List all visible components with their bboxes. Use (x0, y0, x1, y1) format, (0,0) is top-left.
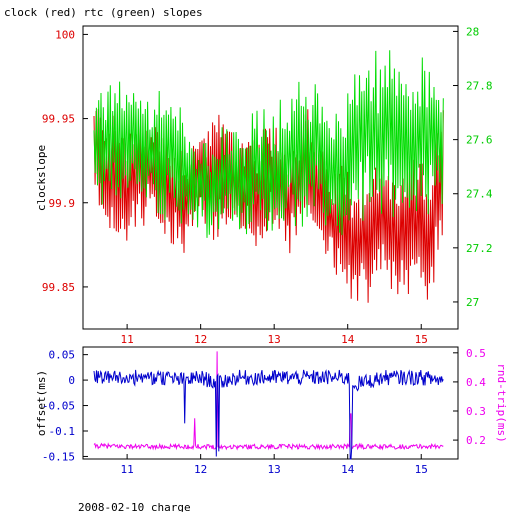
top-right-y-axis: 27 27.2 27.4 27.6 27.8 28 (453, 25, 493, 309)
bottom-y-tick-label: 0 (68, 374, 75, 387)
top-y-tick-label: 99.85 (42, 281, 75, 294)
rnd-trip-series-line (93, 351, 444, 451)
top-y-tick-label: 100 (55, 28, 75, 41)
top-y-tick-label: 99.95 (42, 113, 75, 126)
bottom-x-tick-label: 12 (194, 463, 207, 476)
bottom-y-tick-label: -0.1 (49, 425, 76, 438)
top-y-tick-label: 99.9 (49, 197, 76, 210)
top-y2-tick-label: 28 (466, 25, 479, 38)
rtc-line (93, 50, 444, 238)
bottom-right-y-axis: 0.2 0.3 0.4 0.5 (453, 347, 486, 447)
bottom-x-tick-label: 13 (268, 463, 281, 476)
top-x-tick-label: 14 (341, 333, 355, 346)
top-y2-tick-label: 27 (466, 296, 479, 309)
bottom-x-tick-label: 14 (341, 463, 355, 476)
rnd-trip-line (93, 351, 444, 451)
bottom-x-tick-label: 15 (415, 463, 428, 476)
top-x-axis: 11 12 13 14 15 (120, 324, 428, 346)
rtc-series-line (93, 50, 444, 238)
offset-series-line (93, 369, 444, 460)
top-x-tick-label: 11 (120, 333, 133, 346)
bottom-y-tick-label: -0.05 (42, 400, 75, 413)
bottom-y2-tick-label: 0.3 (466, 405, 486, 418)
bottom-y2-axis-label: rnd-trip(ms) (495, 363, 508, 442)
bottom-y-tick-label: 0.05 (49, 349, 76, 362)
bottom-y2-tick-label: 0.2 (466, 434, 486, 447)
top-x-tick-label: 13 (268, 333, 281, 346)
top-y-axis-label: clockslope (35, 145, 48, 211)
offset-line (93, 369, 444, 460)
top-plot-frame (82, 25, 459, 330)
x-axis-caption: 2008-02-10 charge (78, 501, 191, 512)
bottom-y2-tick-label: 0.4 (466, 376, 486, 389)
top-y2-tick-label: 27.8 (466, 80, 493, 93)
bottom-y-axis-label: offset(ms) (35, 370, 48, 436)
bottom-x-axis: 11 12 13 14 15 (120, 454, 428, 476)
top-y2-tick-label: 27.6 (466, 134, 493, 147)
bottom-plot-frame (82, 346, 459, 460)
top-x-tick-label: 15 (415, 333, 428, 346)
top-y2-tick-label: 27.4 (466, 188, 493, 201)
bottom-left-y-axis: -0.15 -0.1 -0.05 0 0.05 (42, 349, 88, 463)
chart-title: clock (red) rtc (green) slopes (4, 6, 203, 19)
bottom-x-tick-label: 11 (120, 463, 133, 476)
top-left-y-axis: 99.85 99.9 99.95 100 (42, 28, 88, 294)
clock-line (93, 108, 444, 303)
clock-series-line (93, 108, 444, 303)
top-y2-tick-label: 27.2 (466, 242, 493, 255)
bottom-y2-tick-label: 0.5 (466, 347, 486, 360)
top-x-tick-label: 12 (194, 333, 207, 346)
bottom-y-tick-label: -0.15 (42, 450, 75, 463)
